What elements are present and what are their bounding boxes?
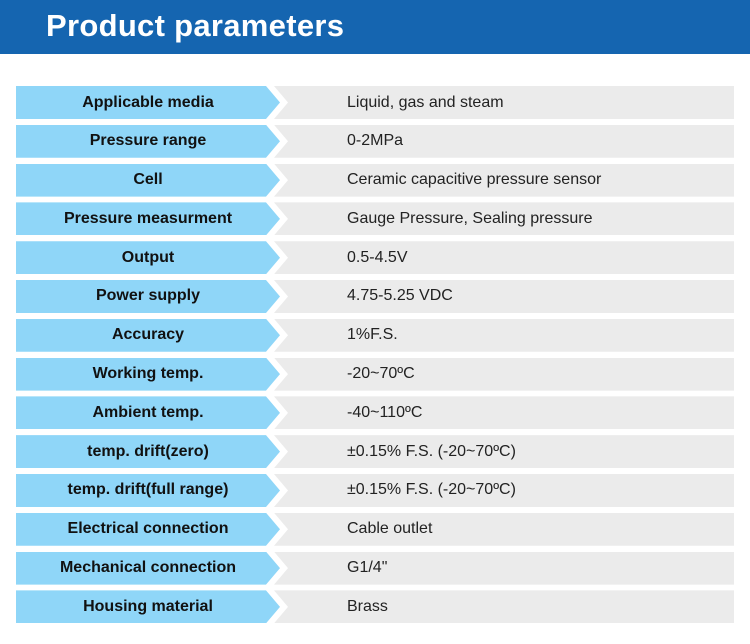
parameter-value: 4.75-5.25 VDC bbox=[347, 287, 453, 305]
value-cell bbox=[274, 241, 734, 275]
parameter-label: Working temp. bbox=[92, 365, 204, 383]
value-cell bbox=[274, 279, 734, 313]
table-row: temp. drift(full range) ±0.15% F.S. (-20… bbox=[16, 473, 734, 507]
parameter-value: ±0.15% F.S. (-20~70ºC) bbox=[347, 481, 516, 499]
table-row: Cell Ceramic capacitive pressure sensor bbox=[16, 163, 734, 197]
value-cell bbox=[274, 590, 734, 624]
label-cell bbox=[16, 551, 280, 585]
table-row: temp. drift(zero) ±0.15% F.S. (-20~70ºC) bbox=[16, 435, 734, 469]
label-cell bbox=[16, 590, 280, 624]
label-cell bbox=[16, 163, 280, 197]
parameters-table: Applicable media Liquid, gas and steam P… bbox=[16, 86, 734, 629]
parameter-label: Pressure measurment bbox=[63, 209, 233, 227]
label-cell bbox=[16, 202, 280, 236]
parameter-value: Brass bbox=[347, 597, 388, 615]
header-banner: Product parameters bbox=[0, 0, 750, 54]
table-row: Output 0.5-4.5V bbox=[16, 241, 734, 275]
table-row: Working temp. -20~70ºC bbox=[16, 357, 734, 391]
parameter-value: ±0.15% F.S. (-20~70ºC) bbox=[347, 442, 516, 460]
table-row: Ambient temp. -40~110ºC bbox=[16, 396, 734, 430]
parameter-label: Housing material bbox=[83, 597, 213, 615]
table-row: Housing material Brass bbox=[16, 590, 734, 624]
value-cell bbox=[274, 473, 734, 507]
parameter-label: temp. drift(full range) bbox=[67, 481, 229, 499]
label-cell bbox=[16, 435, 280, 469]
label-cell bbox=[16, 357, 280, 391]
parameter-value: Gauge Pressure, Sealing pressure bbox=[347, 209, 593, 227]
page-title: Product parameters bbox=[46, 8, 345, 43]
table-row: Accuracy 1%F.S. bbox=[16, 318, 734, 352]
value-cell bbox=[274, 435, 734, 469]
value-cell bbox=[274, 318, 734, 352]
parameter-value: 0-2MPa bbox=[347, 132, 404, 150]
parameter-label: Output bbox=[121, 248, 175, 266]
parameter-label: Accuracy bbox=[111, 326, 185, 344]
table-row: Applicable media Liquid, gas and steam bbox=[16, 86, 734, 119]
parameter-value: G1/4" bbox=[347, 559, 388, 577]
parameter-value: 0.5-4.5V bbox=[347, 248, 408, 266]
label-cell bbox=[16, 241, 280, 275]
label-cell bbox=[16, 396, 280, 430]
table-row: Pressure range 0-2MPa bbox=[16, 124, 734, 158]
value-cell bbox=[274, 202, 734, 236]
label-cell bbox=[16, 512, 280, 546]
table-row: Electrical connection Cable outlet bbox=[16, 512, 734, 546]
parameter-value: Cable outlet bbox=[347, 520, 433, 538]
parameter-label: Mechanical connection bbox=[59, 559, 237, 577]
parameter-label: Applicable media bbox=[82, 93, 214, 111]
parameter-value: -40~110ºC bbox=[347, 403, 423, 421]
value-cell bbox=[274, 396, 734, 430]
value-cell bbox=[274, 551, 734, 585]
value-cell bbox=[274, 163, 734, 197]
parameter-label: Electrical connection bbox=[67, 520, 229, 538]
parameter-value: Liquid, gas and steam bbox=[347, 93, 504, 111]
parameter-value: -20~70ºC bbox=[347, 365, 415, 383]
table-row: Mechanical connection G1/4" bbox=[16, 551, 734, 585]
label-cell bbox=[16, 473, 280, 507]
parameter-label: Pressure range bbox=[89, 132, 207, 150]
value-cell bbox=[274, 86, 734, 119]
label-cell bbox=[16, 86, 280, 119]
label-cell bbox=[16, 318, 280, 352]
parameter-label: Ambient temp. bbox=[92, 403, 204, 421]
label-cell bbox=[16, 279, 280, 313]
table-row: Power supply 4.75-5.25 VDC bbox=[16, 279, 734, 313]
parameter-value: Ceramic capacitive pressure sensor bbox=[347, 171, 602, 189]
label-cell bbox=[16, 124, 280, 158]
parameter-label: temp. drift(zero) bbox=[87, 442, 209, 460]
value-cell bbox=[274, 124, 734, 158]
parameter-label: Cell bbox=[133, 171, 163, 189]
value-cell bbox=[274, 357, 734, 391]
parameter-label: Power supply bbox=[95, 287, 201, 305]
table-row: Pressure measurment Gauge Pressure, Seal… bbox=[16, 202, 734, 236]
value-cell bbox=[274, 512, 734, 546]
parameter-value: 1%F.S. bbox=[347, 326, 398, 344]
